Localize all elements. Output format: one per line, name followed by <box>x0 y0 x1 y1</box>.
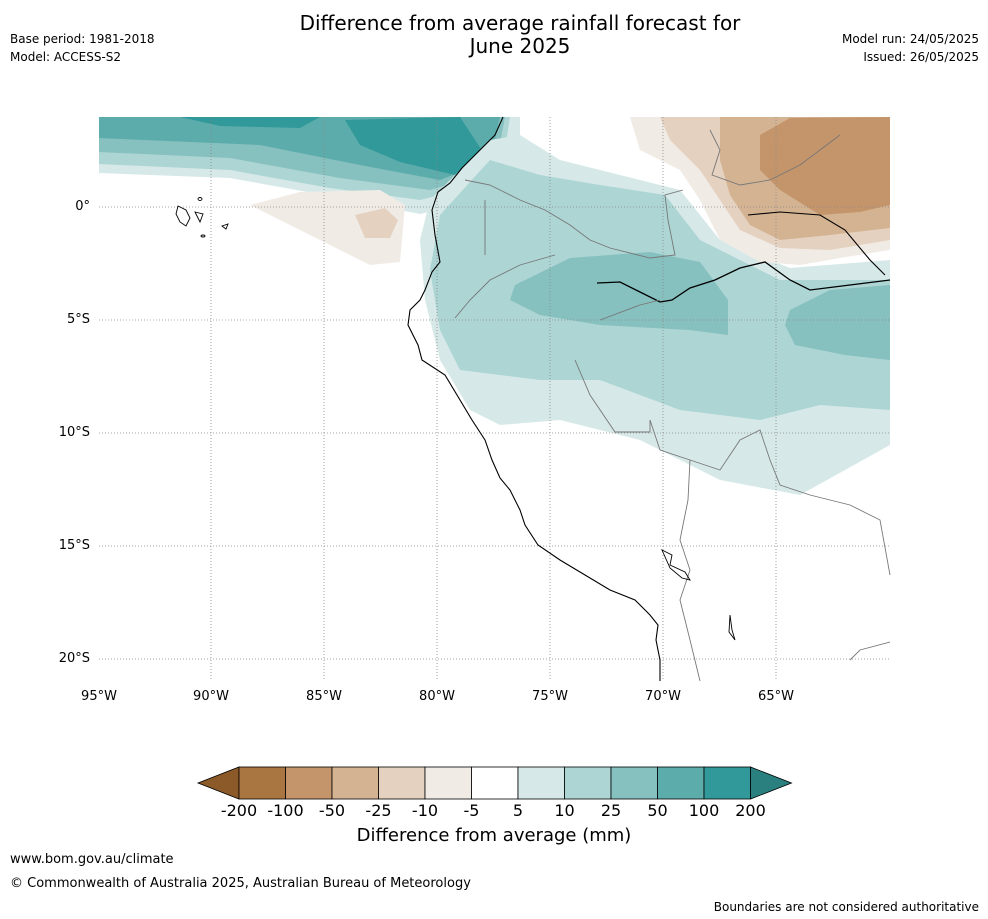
country-borders <box>454 129 891 682</box>
disclaimer: Boundaries are not considered authoritat… <box>713 900 979 914</box>
colorbar <box>196 766 793 800</box>
lat-label-0: 0° <box>75 199 90 214</box>
contour-ne-dry-50 <box>760 117 890 215</box>
colorbar-swatch <box>564 766 612 800</box>
lakes <box>661 549 736 641</box>
colorbar-tick-label: 100 <box>688 801 720 820</box>
colorbar-arrow-high <box>750 766 793 800</box>
colorbar-tick-label: 10 <box>554 801 575 820</box>
colorbar-tick-label: 25 <box>600 801 622 820</box>
website-link[interactable]: www.bom.gov.au/climate <box>10 852 174 867</box>
issued-date: Issued: 26/05/2025 <box>863 50 979 64</box>
contour-land-25-b <box>785 285 890 360</box>
contour-ocean-dry-10 <box>355 208 398 238</box>
north-river <box>747 211 886 276</box>
meta-left: Base period: 1981-2018 Model: ACCESS-S2 <box>10 30 155 66</box>
lon-label-70w: 70°W <box>645 689 681 704</box>
colorbar-title: Difference from average (mm) <box>356 825 632 846</box>
lat-label-5s: 5°S <box>66 312 90 327</box>
colorbar-swatch <box>424 766 472 800</box>
graticule <box>99 117 890 681</box>
map-title: Difference from average rainfall forecas… <box>250 12 790 58</box>
lon-label-90w: 90°W <box>193 689 229 704</box>
lat-label-15s: 15°S <box>58 538 90 553</box>
amazon-river <box>596 261 891 303</box>
colorbar-tick-label: 200 <box>735 801 766 820</box>
colorbar-tick-label: 5 <box>512 801 524 820</box>
model-run-date: Model run: 24/05/2025 <box>841 32 979 46</box>
colorbar-tick-label: -50 <box>318 801 346 820</box>
lon-label-75w: 75°W <box>532 689 568 704</box>
colorbar-swatch <box>378 766 426 800</box>
lon-label-85w: 85°W <box>306 689 342 704</box>
copyright: © Commonwealth of Australia 2025, Austra… <box>10 876 471 891</box>
colorbar-swatch <box>517 766 565 800</box>
lon-label-95w: 95°W <box>81 689 117 704</box>
meta-right: Model run: 24/05/2025 Issued: 26/05/2025 <box>842 30 979 66</box>
lat-label-20s: 20°S <box>58 651 90 666</box>
contour-layer <box>99 117 890 495</box>
colorbar-swatch <box>657 766 705 800</box>
colorbar-tick-label: -25 <box>365 801 392 820</box>
colorbar-arrow-low <box>196 766 240 800</box>
colorbar-tick-label: -10 <box>411 801 439 820</box>
lon-label-80w: 80°W <box>419 689 455 704</box>
colorbar-swatch <box>703 766 751 800</box>
colorbar-tick-label: -200 <box>220 801 258 820</box>
contour-ocean-dry-5 <box>250 190 405 265</box>
colorbar-swatch <box>471 766 519 800</box>
colorbar-tick-label: -100 <box>267 801 304 820</box>
colorbar-swatch <box>610 766 658 800</box>
model-name: Model: ACCESS-S2 <box>10 50 122 64</box>
title-line-2: June 2025 <box>469 34 571 58</box>
coastline <box>407 116 661 681</box>
colorbar-swatch <box>238 766 286 800</box>
title-line-1: Difference from average rainfall forecas… <box>299 11 741 35</box>
colorbar-tick-label: -5 <box>463 801 480 820</box>
base-period: Base period: 1981-2018 <box>10 32 155 46</box>
colorbar-swatch <box>331 766 379 800</box>
colorbar-swatch <box>285 766 333 800</box>
contour-land-25-a <box>510 252 728 335</box>
colorbar-tick-label: 50 <box>647 801 668 820</box>
contour-ocean-north-100 <box>180 117 485 175</box>
lat-label-10s: 10°S <box>58 425 90 440</box>
galapagos-islands <box>175 197 229 238</box>
lon-label-65w: 65°W <box>758 689 794 704</box>
